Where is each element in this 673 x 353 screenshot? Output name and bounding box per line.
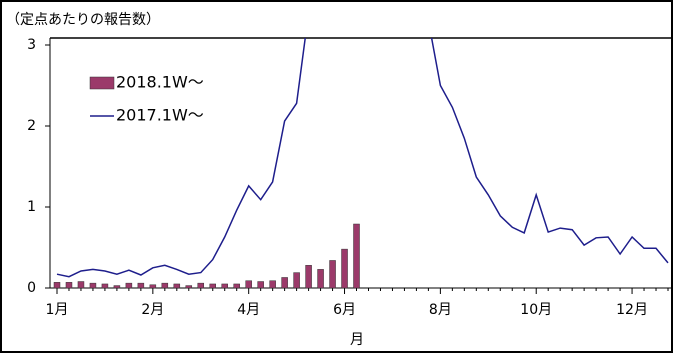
bar	[77, 281, 85, 289]
chart-title: （定点あたりの報告数）	[6, 12, 160, 28]
bar	[245, 280, 252, 289]
bar	[257, 281, 264, 289]
bar	[161, 282, 169, 289]
x-tick-label: 1月	[46, 302, 69, 318]
line	[56, 38, 669, 278]
x-axis-label: 月	[350, 332, 364, 348]
x-tick-label: 6月	[333, 302, 356, 318]
bar	[305, 265, 312, 289]
bar	[329, 260, 336, 289]
bar	[149, 284, 157, 289]
bar	[281, 277, 288, 289]
bar	[341, 248, 348, 289]
bar	[221, 283, 228, 289]
bar	[185, 285, 193, 289]
bar	[89, 282, 97, 289]
bar	[209, 283, 216, 289]
x-tick-label: 10月	[520, 302, 552, 318]
x-tick-label: 12月	[616, 302, 648, 318]
bar	[269, 280, 276, 289]
bar	[53, 282, 61, 289]
y-tick-label: 0	[27, 280, 36, 296]
bar	[101, 283, 109, 289]
x-tick-label: 4月	[237, 302, 260, 318]
y-tick-label: 2	[27, 118, 36, 134]
bar	[317, 269, 324, 289]
bar	[137, 282, 145, 289]
legend-label: 2018.1W～	[116, 73, 204, 92]
legend-swatch	[89, 76, 115, 90]
bar	[113, 285, 121, 289]
bar	[293, 272, 300, 289]
bar	[197, 282, 205, 289]
plot-area	[53, 38, 669, 289]
y-tick-label: 3	[27, 37, 36, 53]
y-tick-label: 1	[27, 199, 36, 215]
bar	[233, 283, 240, 289]
bar	[173, 283, 181, 289]
legend-label: 2017.1W～	[116, 106, 204, 125]
bar	[125, 282, 133, 289]
x-tick-label: 2月	[141, 302, 164, 318]
bar	[353, 223, 360, 289]
x-tick-label: 8月	[429, 302, 452, 318]
bar	[65, 282, 73, 289]
